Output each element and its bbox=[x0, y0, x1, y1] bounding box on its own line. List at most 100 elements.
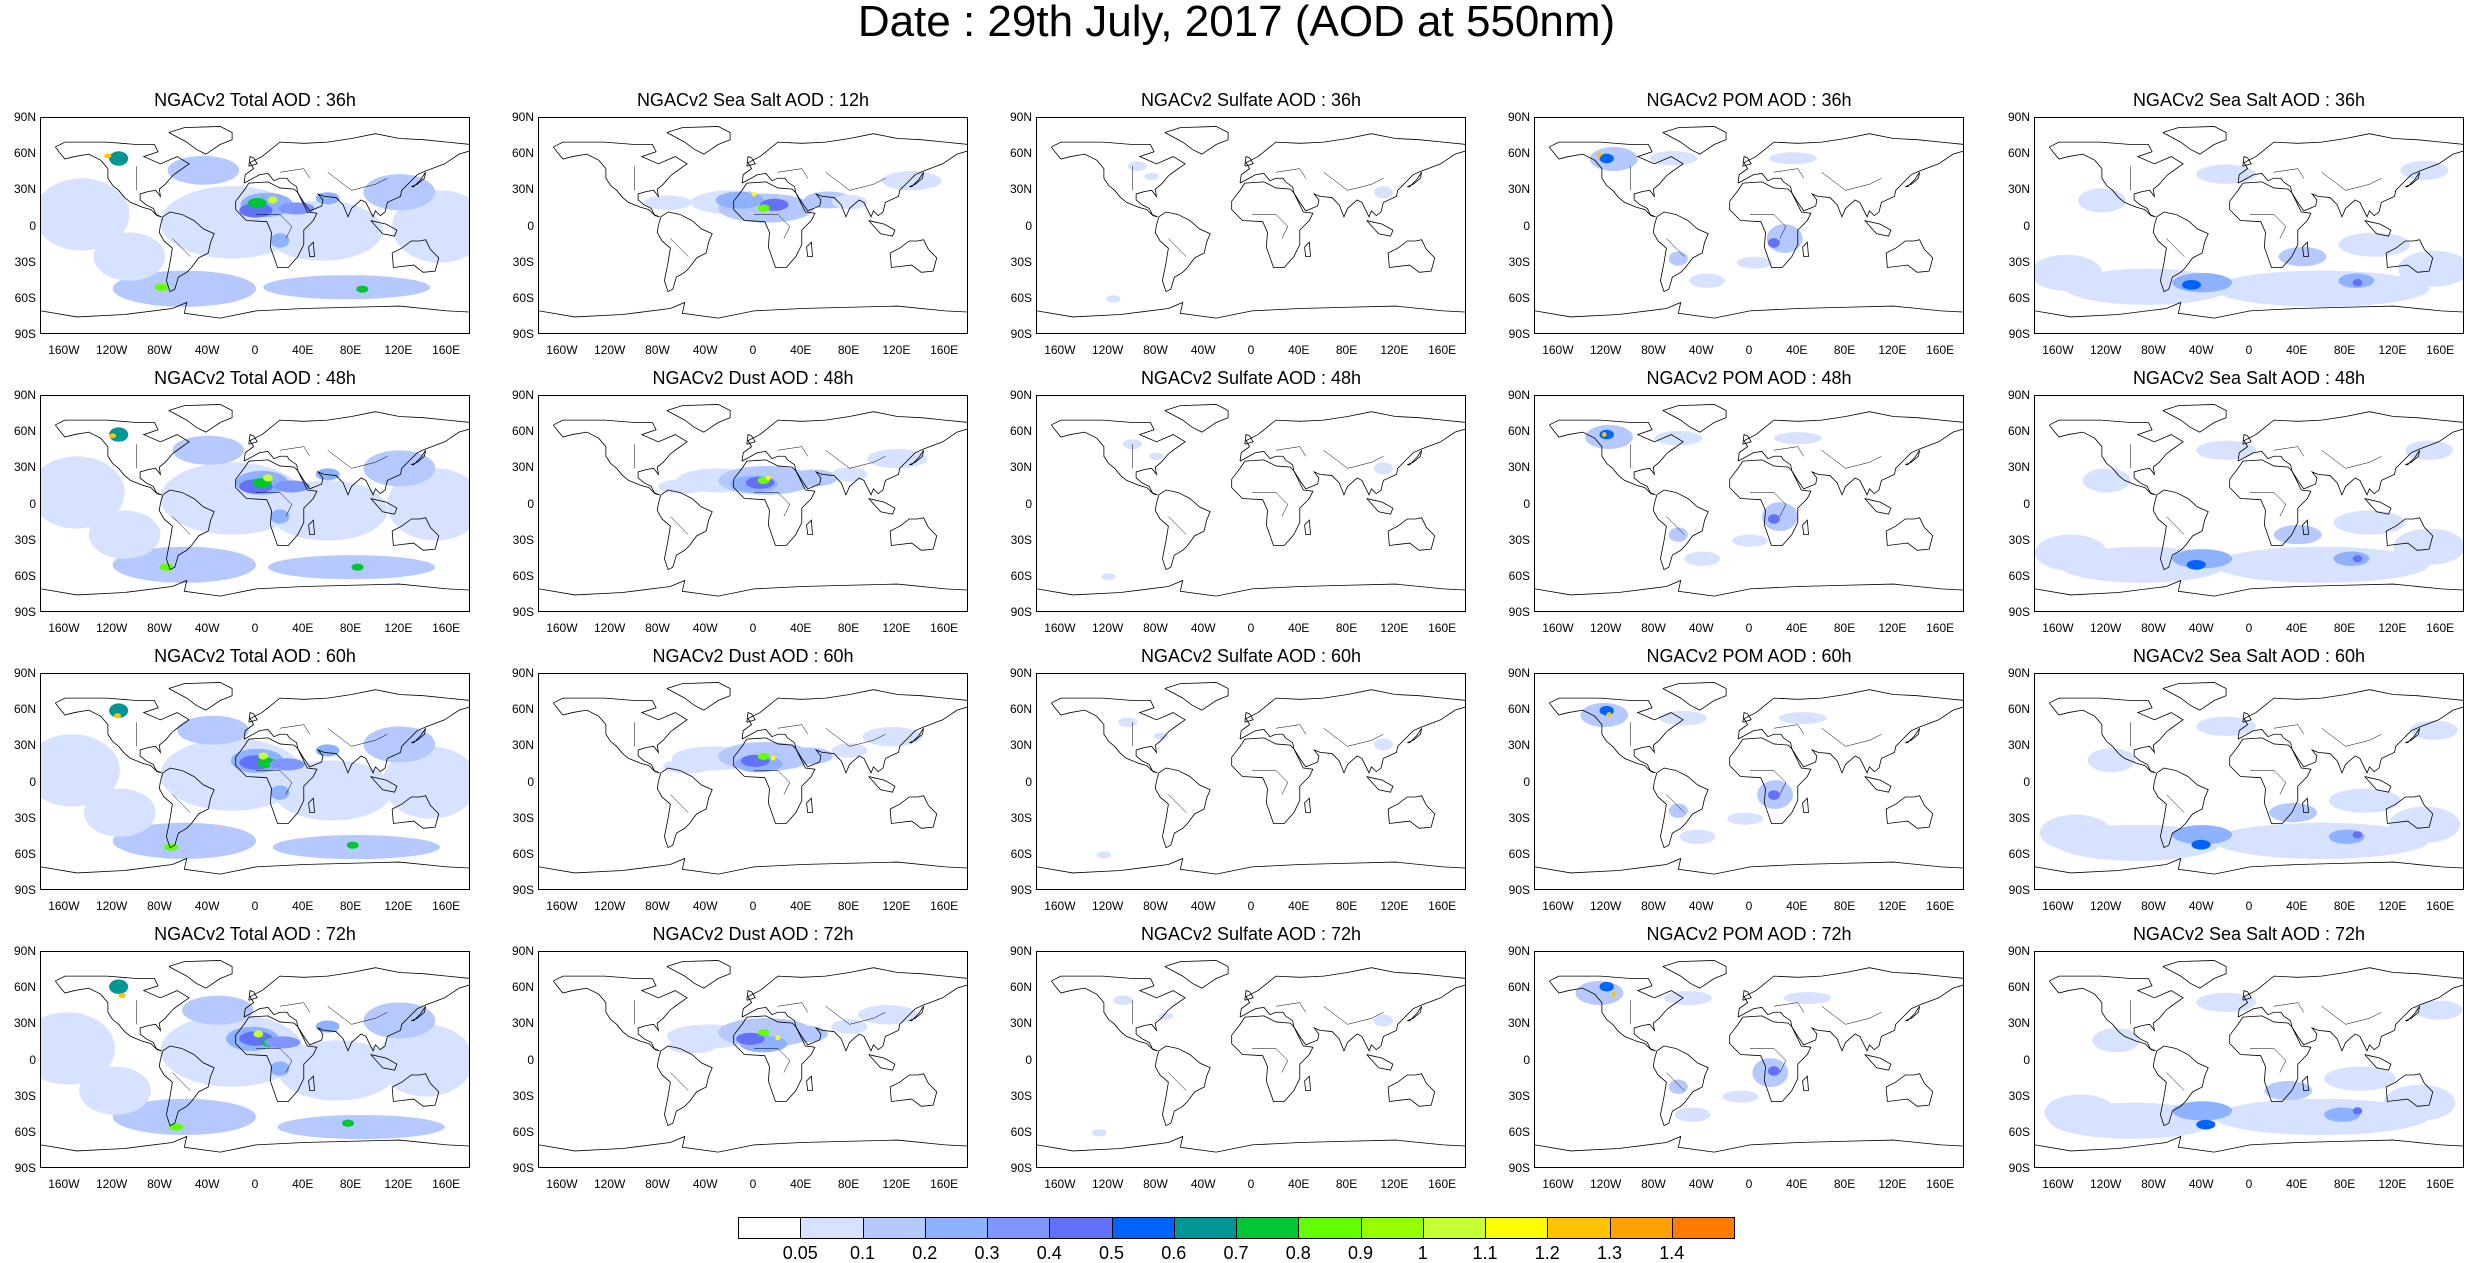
latitude-tick-label: 60N bbox=[1009, 702, 1032, 717]
coastline bbox=[243, 411, 469, 496]
aod-field-patch bbox=[1158, 1012, 1174, 1020]
latitude-tick-label: 30S bbox=[512, 532, 534, 547]
coastline bbox=[746, 712, 756, 723]
aod-field-patch bbox=[2196, 1119, 2216, 1130]
coastline bbox=[235, 459, 318, 546]
aod-map-total-72h bbox=[40, 951, 470, 1168]
longitude-tick-label: 160W bbox=[1044, 899, 1076, 913]
coastline bbox=[553, 141, 688, 218]
country-border bbox=[2250, 770, 2287, 795]
coastline bbox=[2152, 1045, 2209, 1127]
latitude-tick-label: 60N bbox=[13, 146, 36, 161]
coastline bbox=[1239, 967, 1465, 1052]
aod-field-patch bbox=[1659, 710, 1707, 726]
aod-field-patch bbox=[831, 1019, 868, 1034]
latitude-tick-label: 60N bbox=[511, 702, 534, 717]
country-border bbox=[1275, 724, 1306, 735]
longitude-tick-label: 40W bbox=[1190, 899, 1216, 913]
longitude-tick-label: 120W bbox=[2089, 621, 2122, 635]
longitude-tick-label: 80E bbox=[2333, 621, 2356, 635]
longitude-tick-label: 120W bbox=[2089, 899, 2122, 913]
aod-field-patch bbox=[2352, 555, 2363, 563]
latitude-tick-label: 60N bbox=[2007, 146, 2030, 161]
figure-title: Date : 29th July, 2017 (AOD at 550nm) bbox=[857, 0, 1616, 46]
aod-field-patch bbox=[1599, 153, 1614, 164]
coastline bbox=[1407, 1006, 1423, 1022]
longitude-tick-label: 120W bbox=[95, 899, 128, 913]
coastline bbox=[806, 241, 813, 258]
coastline bbox=[1304, 1075, 1311, 1092]
aod-field-patch bbox=[2196, 716, 2256, 736]
coastline bbox=[158, 211, 215, 293]
aod-field-patch bbox=[104, 153, 112, 159]
latitude-tick-label: 0 bbox=[2023, 496, 2030, 511]
longitude-tick-label: 160E bbox=[2426, 621, 2455, 635]
aod-field-patch bbox=[112, 822, 257, 859]
latitude-tick-label: 60N bbox=[511, 980, 534, 995]
aod-field-patch bbox=[84, 788, 156, 837]
longitude-tick-label: 80W bbox=[645, 343, 670, 357]
longitude-tick-label: 80W bbox=[1641, 1177, 1666, 1191]
aod-field-patch bbox=[277, 1114, 445, 1140]
longitude-tick-label: 80E bbox=[339, 343, 362, 357]
longitude-tick-label: 160E bbox=[930, 343, 959, 357]
longitude-tick-label: 80E bbox=[1833, 621, 1856, 635]
aod-field-patch bbox=[780, 1025, 829, 1043]
coastline bbox=[1304, 797, 1311, 814]
colorbar-tick-label: 1 bbox=[1417, 1243, 1428, 1263]
coastline bbox=[746, 156, 756, 167]
coastline bbox=[2237, 411, 2463, 496]
latitude-tick-label: 90N bbox=[2007, 388, 2030, 402]
aod-field-patch bbox=[2035, 534, 2107, 571]
aod-field-patch bbox=[2324, 1107, 2360, 1122]
coastline bbox=[1366, 220, 1394, 237]
longitude-tick-label: 40E bbox=[1288, 343, 1310, 357]
latitude-tick-label: 30N bbox=[1009, 738, 1032, 753]
country-border bbox=[1275, 446, 1306, 457]
coastline bbox=[1885, 517, 1934, 551]
longitude-tick-label: 40E bbox=[2286, 343, 2308, 357]
longitude-tick-label: 160W bbox=[546, 899, 578, 913]
aod-map-seasalt-48h bbox=[2034, 395, 2464, 612]
coastline bbox=[909, 1006, 925, 1022]
coastline bbox=[1154, 767, 1211, 849]
map-canvas bbox=[1037, 404, 1465, 597]
longitude-tick-label: 40E bbox=[790, 1177, 812, 1191]
country-border bbox=[327, 1006, 388, 1025]
colorbar-swatch bbox=[1111, 1217, 1175, 1239]
latitude-tick-label: 60S bbox=[512, 568, 534, 583]
coastline bbox=[2035, 857, 2463, 875]
country-border bbox=[1666, 794, 1685, 813]
coastline bbox=[2152, 211, 2209, 293]
country-border bbox=[2250, 1048, 2287, 1073]
country-border bbox=[1666, 238, 1685, 257]
longitude-tick-label: 160W bbox=[1542, 343, 1574, 357]
aod-field-patch bbox=[112, 270, 257, 307]
latitude-tick-label: 90N bbox=[1507, 666, 1530, 680]
country-border bbox=[172, 516, 191, 535]
longitude-tick-label: 160W bbox=[1044, 343, 1076, 357]
coastline bbox=[741, 133, 967, 218]
country-border bbox=[754, 1048, 791, 1073]
aod-field-patch bbox=[273, 480, 310, 493]
aod-field-patch bbox=[1767, 1066, 1780, 1076]
coastline bbox=[1729, 737, 1812, 824]
aod-field-patch bbox=[751, 191, 757, 197]
aod-field-patch bbox=[2333, 510, 2406, 535]
longitude-tick-label: 40E bbox=[1288, 899, 1310, 913]
aod-field-patch bbox=[2087, 748, 2136, 773]
colorbar-tick-label: 0.8 bbox=[1285, 1243, 1311, 1263]
aod-field-patch bbox=[247, 198, 267, 208]
aod-field-patch bbox=[1599, 429, 1614, 440]
longitude-tick-label: 120E bbox=[384, 1177, 413, 1191]
coastline bbox=[1549, 697, 1684, 774]
aod-field-patch bbox=[757, 204, 770, 212]
longitude-tick-label: 80W bbox=[147, 621, 172, 635]
aod-field-patch bbox=[264, 1036, 301, 1049]
longitude-tick-label: 160E bbox=[930, 899, 959, 913]
longitude-tick-label: 120W bbox=[95, 1177, 128, 1191]
longitude-tick-label: 120W bbox=[2089, 1177, 2122, 1191]
aod-field-patch bbox=[270, 233, 290, 248]
longitude-tick-label: 160W bbox=[1044, 1177, 1076, 1191]
coastline bbox=[909, 450, 925, 466]
